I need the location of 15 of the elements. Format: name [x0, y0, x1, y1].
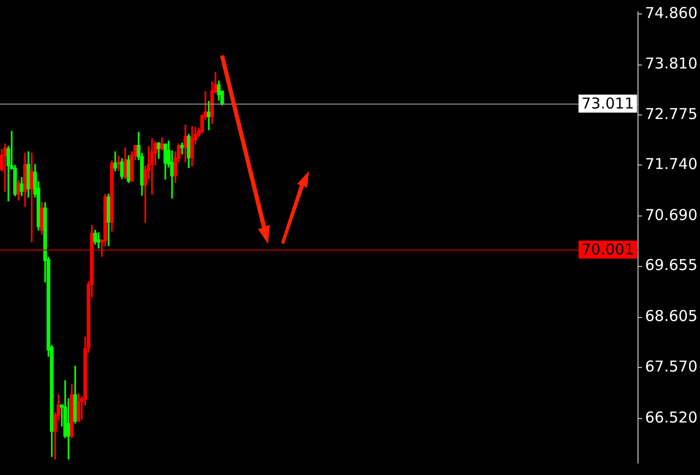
y-tick-label: 68.605	[645, 307, 698, 326]
candlestick	[96, 232, 100, 248]
candlestick	[180, 142, 184, 154]
candlestick	[3, 144, 7, 192]
y-tick-label: 66.520	[645, 408, 698, 426]
y-tick-label: 73.810	[645, 54, 698, 73]
ref-line-label: 73.011	[582, 94, 634, 112]
candlestick	[150, 138, 154, 195]
y-tick-label: 70.690	[645, 206, 698, 224]
ref-line-label: 70.001	[582, 240, 634, 258]
y-tick-label: 72.775	[645, 104, 698, 123]
y-tick-label: 67.570	[645, 357, 698, 376]
y-tick-label: 71.740	[645, 155, 698, 174]
y-tick-label: 69.655	[645, 256, 698, 274]
y-tick-label: 74.860	[645, 4, 698, 22]
